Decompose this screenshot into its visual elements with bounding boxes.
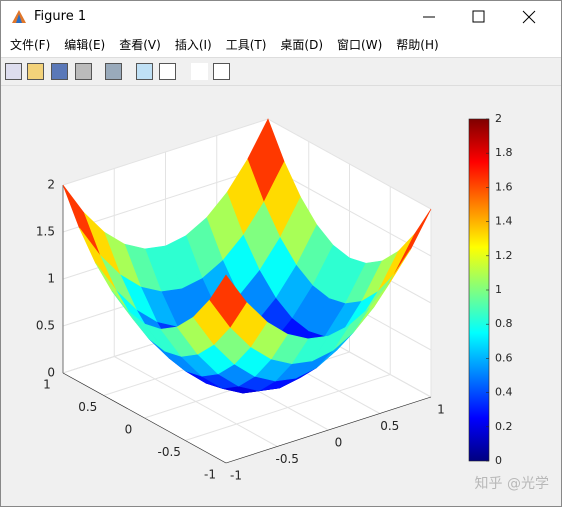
tool-link[interactable] xyxy=(105,63,122,80)
tool-new[interactable] xyxy=(5,63,22,80)
z-tick-label: 2 xyxy=(47,178,55,192)
z-tick-label: 1.5 xyxy=(36,225,55,239)
menu-item[interactable]: 工具(T) xyxy=(225,38,267,52)
menu-item[interactable]: 编辑(E) xyxy=(64,38,106,52)
grid-line xyxy=(62,118,269,186)
colorbar-tick-label: 0.6 xyxy=(495,351,513,364)
colorbar-tick-label: 1.2 xyxy=(495,249,513,262)
x-tick-label: -0.5 xyxy=(276,452,299,466)
y-tick-label: 1 xyxy=(43,378,51,392)
y-tick-label: -1 xyxy=(204,468,216,482)
chart: -1-0.500.51-1-0.500.5100.511.5200.20.40.… xyxy=(36,112,549,492)
toolbar xyxy=(1,57,561,86)
colorbar-tick-label: 1.4 xyxy=(495,215,513,228)
grid-line xyxy=(267,165,432,257)
y-tick-label: -0.5 xyxy=(158,445,181,459)
menu-item[interactable]: 桌面(D) xyxy=(280,38,324,52)
colorbar-tick-label: 2 xyxy=(495,112,502,125)
menu-item[interactable]: 帮助(H) xyxy=(396,38,439,52)
title-bar: Figure 1 xyxy=(1,1,561,32)
colorbar-tick-label: 0.8 xyxy=(495,317,513,330)
x-tick-label: 0 xyxy=(335,436,343,450)
surface-patch xyxy=(209,274,247,328)
x-tick-label: 0.5 xyxy=(380,419,399,433)
menu-bar: 文件(F) 编辑(E) 查看(V) 插入(I) 工具(T) 桌面(D) 窗口(W) 帮助(H) xyxy=(1,32,561,57)
y-tick-label: 0 xyxy=(125,423,133,437)
window-title: Figure 1 xyxy=(34,9,87,24)
tool-open[interactable] xyxy=(27,63,44,80)
tool-save[interactable] xyxy=(51,63,68,80)
axis-line xyxy=(62,372,227,464)
app-icon xyxy=(12,9,26,23)
axis-line xyxy=(225,396,432,464)
x-tick-label: 1 xyxy=(437,403,445,417)
tool-legend[interactable] xyxy=(159,63,176,80)
x-tick-label: -1 xyxy=(230,469,242,483)
colorbar-tick-label: 0 xyxy=(495,454,502,467)
colorbar-tick-label: 0.2 xyxy=(495,420,513,433)
menu-item[interactable]: 查看(V) xyxy=(119,38,161,52)
colorbar-tick-label: 1.6 xyxy=(495,180,513,193)
grid-line xyxy=(62,165,269,233)
z-tick-label: 1 xyxy=(47,272,55,286)
colorbar-tick-label: 0.4 xyxy=(495,386,513,399)
z-tick-label: 0.5 xyxy=(36,319,55,333)
window-controls[interactable] xyxy=(411,1,561,32)
tool-property[interactable] xyxy=(213,63,230,80)
menu-item[interactable]: 插入(I) xyxy=(174,38,212,52)
z-tick-label: 0 xyxy=(47,366,55,380)
colorbar-tick-label: 1 xyxy=(495,283,502,296)
y-tick-label: 0.5 xyxy=(78,400,97,414)
watermark: 知乎 @光学 xyxy=(475,475,549,492)
tool-pointer[interactable] xyxy=(191,63,208,80)
grid-line xyxy=(267,118,432,210)
menu-item[interactable]: 文件(F) xyxy=(10,38,51,52)
menu-item[interactable]: 窗口(W) xyxy=(337,38,383,52)
colorbar-tick-label: 1.8 xyxy=(495,146,513,159)
tool-colorbar[interactable] xyxy=(136,63,153,80)
tool-print[interactable] xyxy=(75,63,92,80)
grid-line xyxy=(185,374,391,441)
